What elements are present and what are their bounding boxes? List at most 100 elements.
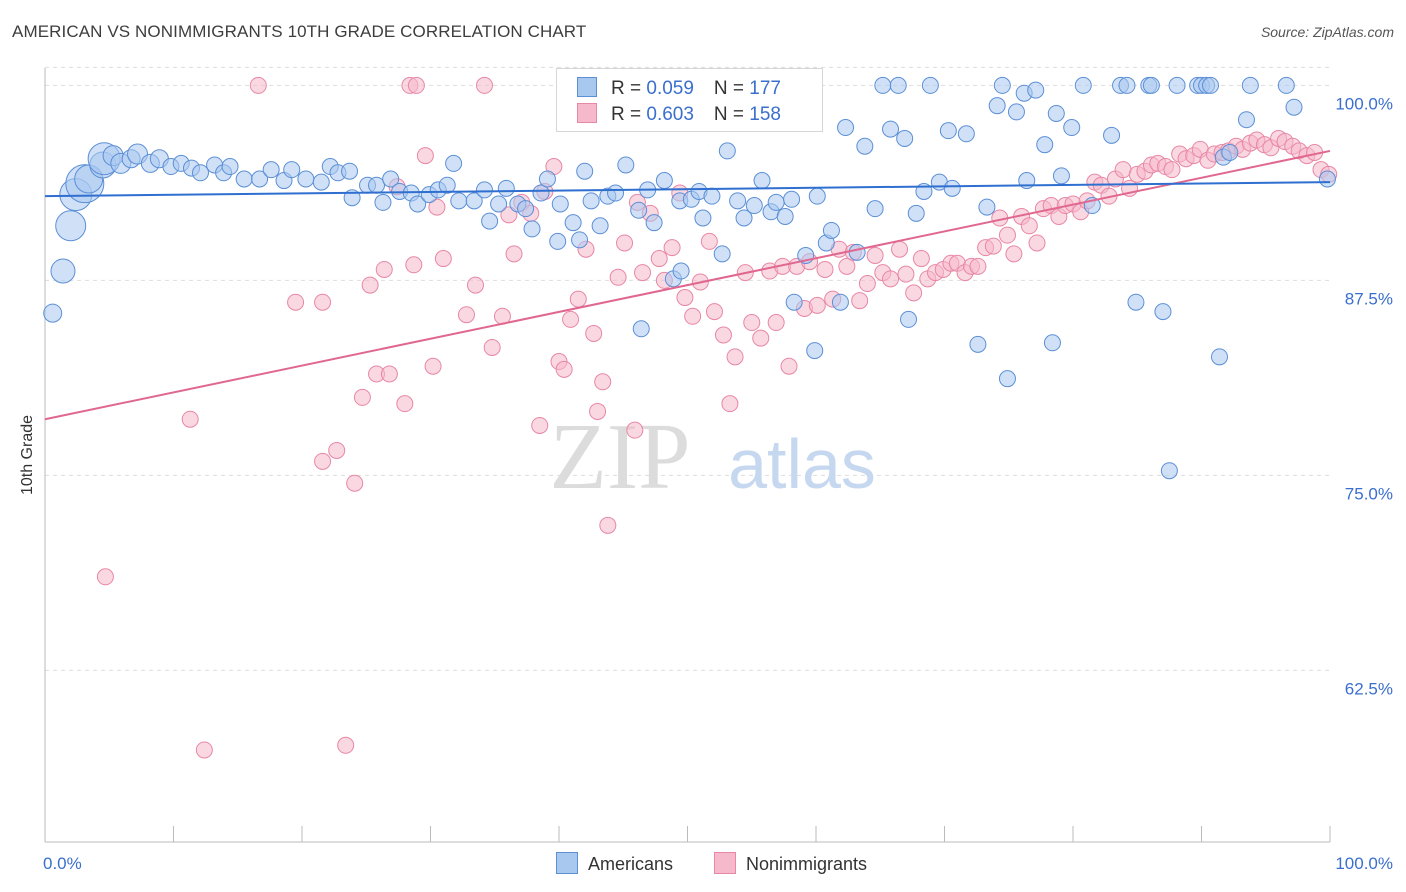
nonimmigrants-point-29 xyxy=(500,206,518,224)
americans-point-0 xyxy=(43,303,63,323)
nonimmigrants-point-7 xyxy=(328,441,346,459)
legend-row-americans: R = 0.059 N = 177 xyxy=(577,77,781,99)
nonimmigrants-point-27 xyxy=(483,338,501,356)
americans-point-113 xyxy=(993,76,1011,94)
americans-point-98 xyxy=(874,76,892,94)
nonimmigrants-point-84 xyxy=(891,240,909,258)
nonimmigrants-point-60 xyxy=(714,326,732,344)
americans-point-128 xyxy=(1118,76,1136,94)
nonimmigrants-point-39 xyxy=(569,290,587,308)
nonimmigrants-point-9 xyxy=(346,474,364,492)
trend-lines xyxy=(44,149,1331,421)
americans-legend-swatch xyxy=(556,852,578,874)
nonimmigrants-point-23 xyxy=(434,250,452,268)
americans-point-41 xyxy=(438,176,456,194)
americans-point-25 xyxy=(283,161,301,179)
americans-n-label: N = xyxy=(713,78,750,99)
americans-point-146 xyxy=(1318,170,1336,188)
nonimmigrants-point-65 xyxy=(752,329,770,347)
nonimmigrants-point-37 xyxy=(555,360,573,378)
nonimmigrants-point-41 xyxy=(585,324,603,342)
nonimmigrants-point-0 xyxy=(96,568,114,586)
nonimmigrants-point-8 xyxy=(337,736,355,754)
nonimmigrants-point-87 xyxy=(912,250,930,268)
americans-point-124 xyxy=(1074,76,1092,94)
y-tick-label-0: 62.5% xyxy=(1345,679,1393,698)
nonimmigrants-point-44 xyxy=(599,516,617,534)
americans-point-33 xyxy=(368,176,386,194)
nonimmigrants-point-18 xyxy=(405,256,423,274)
americans-point-139 xyxy=(1210,348,1228,366)
nonimmigrants-point-25 xyxy=(466,276,484,294)
americans-point-97 xyxy=(866,200,884,218)
nonimmigrants-point-14 xyxy=(380,365,398,383)
nonimmigrants-point-97 xyxy=(984,237,1002,255)
nonimmigrants-point-45 xyxy=(609,268,627,286)
americans-point-120 xyxy=(1043,334,1061,352)
americans-point-86 xyxy=(783,190,801,208)
americans-point-81 xyxy=(745,197,763,215)
americans-point-22 xyxy=(251,170,269,188)
americans-point-102 xyxy=(900,310,918,328)
nonimmigrants-swatch xyxy=(577,103,597,123)
nonimmigrants-n-label: N = xyxy=(713,104,750,125)
nonimmigrants-point-69 xyxy=(780,357,798,375)
americans-point-107 xyxy=(939,122,957,140)
americans-point-34 xyxy=(374,193,392,211)
americans-point-109 xyxy=(957,125,975,143)
americans-point-1 xyxy=(50,258,76,284)
americans-point-119 xyxy=(1036,136,1054,154)
americans-point-138 xyxy=(1201,76,1219,94)
nonimmigrants-point-21 xyxy=(424,357,442,375)
americans-point-129 xyxy=(1127,293,1145,311)
americans-point-51 xyxy=(523,220,541,238)
legend-item-americans[interactable]: Americans xyxy=(556,852,673,875)
americans-point-67 xyxy=(645,214,663,232)
americans-point-70 xyxy=(672,262,690,280)
americans-point-122 xyxy=(1052,167,1070,185)
americans-point-56 xyxy=(564,214,582,232)
americans-points xyxy=(43,76,1336,480)
americans-point-50 xyxy=(517,200,535,218)
americans-point-94 xyxy=(837,119,855,137)
americans-point-60 xyxy=(591,217,609,235)
americans-point-30 xyxy=(341,162,359,180)
nonimmigrants-point-38 xyxy=(562,310,580,328)
nonimmigrants-point-62 xyxy=(726,348,744,366)
americans-point-43 xyxy=(445,154,463,172)
nonimmigrants-point-49 xyxy=(634,264,652,282)
americans-point-134 xyxy=(1168,76,1186,94)
americans-point-96 xyxy=(856,137,874,155)
americans-point-79 xyxy=(735,209,753,227)
americans-point-17 xyxy=(191,164,209,182)
americans-point-100 xyxy=(889,76,907,94)
nonimmigrants-point-59 xyxy=(705,303,723,321)
nonimmigrants-point-80 xyxy=(858,275,876,293)
x-tick-label-1: 100.0% xyxy=(1335,854,1393,873)
nonimmigrants-point-100 xyxy=(1005,245,1023,263)
nonimmigrants-point-4 xyxy=(287,293,305,311)
americans-point-141 xyxy=(1221,143,1239,161)
nonimmigrants-point-74 xyxy=(816,260,834,278)
legend-item-nonimmigrants[interactable]: Nonimmigrants xyxy=(714,852,867,875)
nonimmigrants-point-46 xyxy=(616,234,634,252)
americans-point-87 xyxy=(785,293,803,311)
americans-point-145 xyxy=(1285,98,1303,116)
americans-point-64 xyxy=(630,201,648,219)
nonimmigrants-point-16 xyxy=(396,395,414,413)
americans-point-26 xyxy=(297,170,315,188)
americans-point-90 xyxy=(808,187,826,205)
americans-point-82 xyxy=(753,172,771,190)
nonimmigrants-point-86 xyxy=(905,284,923,302)
americans-point-108 xyxy=(943,179,961,197)
nonimmigrants-point-6 xyxy=(314,452,332,470)
nonimmigrants-point-115 xyxy=(1114,161,1132,179)
nonimmigrants-point-122 xyxy=(1163,161,1181,179)
americans-point-46 xyxy=(481,212,499,230)
nonimmigrants-n-value: 158 xyxy=(749,104,781,125)
americans-point-105 xyxy=(921,76,939,94)
nonimmigrants-point-42 xyxy=(589,402,607,420)
americans-legend-label: Americans xyxy=(588,854,674,874)
nonimmigrants-point-67 xyxy=(767,314,785,332)
